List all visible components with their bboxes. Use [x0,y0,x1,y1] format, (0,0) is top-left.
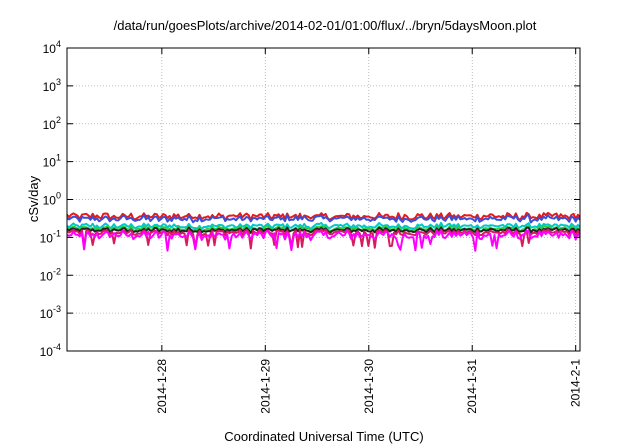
y-axis: 10-4 10-3 10-2 10-1 100 101 102 103 104 [40,39,580,359]
x-tick-label: 2014-1-29 [258,359,272,414]
x-tick-label: 2014-2-1 [569,359,583,407]
x-tick-label: 2014-1-28 [155,359,169,414]
y-tick-label: 102 [43,115,61,132]
x-axis-label: Coordinated Universal Time (UTC) [224,429,423,444]
series-line [66,214,581,224]
x-tick-label: 2014-1-30 [362,359,376,414]
x-tick-label: 2014-1-31 [465,359,479,414]
y-tick-label: 101 [43,153,61,170]
y-tick-label: 103 [43,77,61,94]
plot-frame [66,47,581,352]
y-tick-label: 104 [43,39,61,56]
series-line [66,221,581,231]
y-tick-label: 10-2 [40,266,61,283]
x-axis: 2014-1-28 2014-1-29 2014-1-30 2014-1-31 2014… [155,48,583,414]
grid [67,48,580,351]
series-line [66,211,581,222]
y-tick-label: 10-4 [40,342,61,359]
series-line [66,229,581,252]
y-tick-label: 10-1 [40,228,61,245]
y-tick-label: 100 [43,191,61,208]
y-tick-label: 10-3 [40,304,61,321]
series-line [66,228,581,250]
series-layer [66,211,581,252]
chart-title: /data/run/goesPlots/archive/2014-02-01/0… [114,18,537,33]
y-axis-label: cSv/day [26,175,41,222]
